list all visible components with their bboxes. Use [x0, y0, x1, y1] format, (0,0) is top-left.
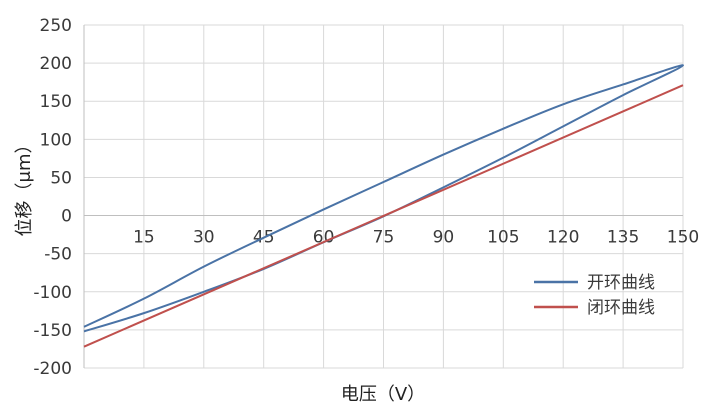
legend-label-2: 闭环曲线 — [587, 298, 655, 318]
x-tick-label: 60 — [313, 228, 335, 248]
x-tick-label: 30 — [193, 228, 215, 248]
y-tick-label: 250 — [40, 16, 72, 36]
x-tick-label: 90 — [433, 228, 455, 248]
x-tick-label: 150 — [667, 228, 699, 248]
y-tick-labels: -200 -150 -100 -50 0 50 100 150 200 250 — [33, 16, 72, 379]
y-tick-label: -100 — [33, 283, 72, 303]
x-tick-label: 75 — [373, 228, 395, 248]
x-tick-label: 15 — [133, 228, 155, 248]
series-line-2 — [83, 84, 684, 348]
y-tick-label: -200 — [33, 359, 72, 379]
y-tick-label: -50 — [44, 245, 72, 265]
legend-label-1: 开环曲线 — [587, 273, 655, 293]
y-tick-label: 200 — [40, 54, 72, 74]
x-tick-label: 105 — [487, 228, 519, 248]
y-tick-label: 0 — [61, 207, 72, 227]
x-axis-title: 电压（V） — [341, 384, 425, 405]
x-tick-labels: 15 30 45 60 75 90 105 120 135 150 — [133, 228, 699, 248]
y-axis-title: 位移（μm） — [14, 136, 35, 237]
y-tick-label: 100 — [40, 130, 72, 150]
x-tick-label: 120 — [547, 228, 579, 248]
x-tick-label: 135 — [607, 228, 639, 248]
y-tick-label: 50 — [50, 168, 72, 188]
y-tick-label: -150 — [33, 321, 72, 341]
series-lines — [83, 64, 684, 348]
y-tick-label: 150 — [40, 92, 72, 112]
